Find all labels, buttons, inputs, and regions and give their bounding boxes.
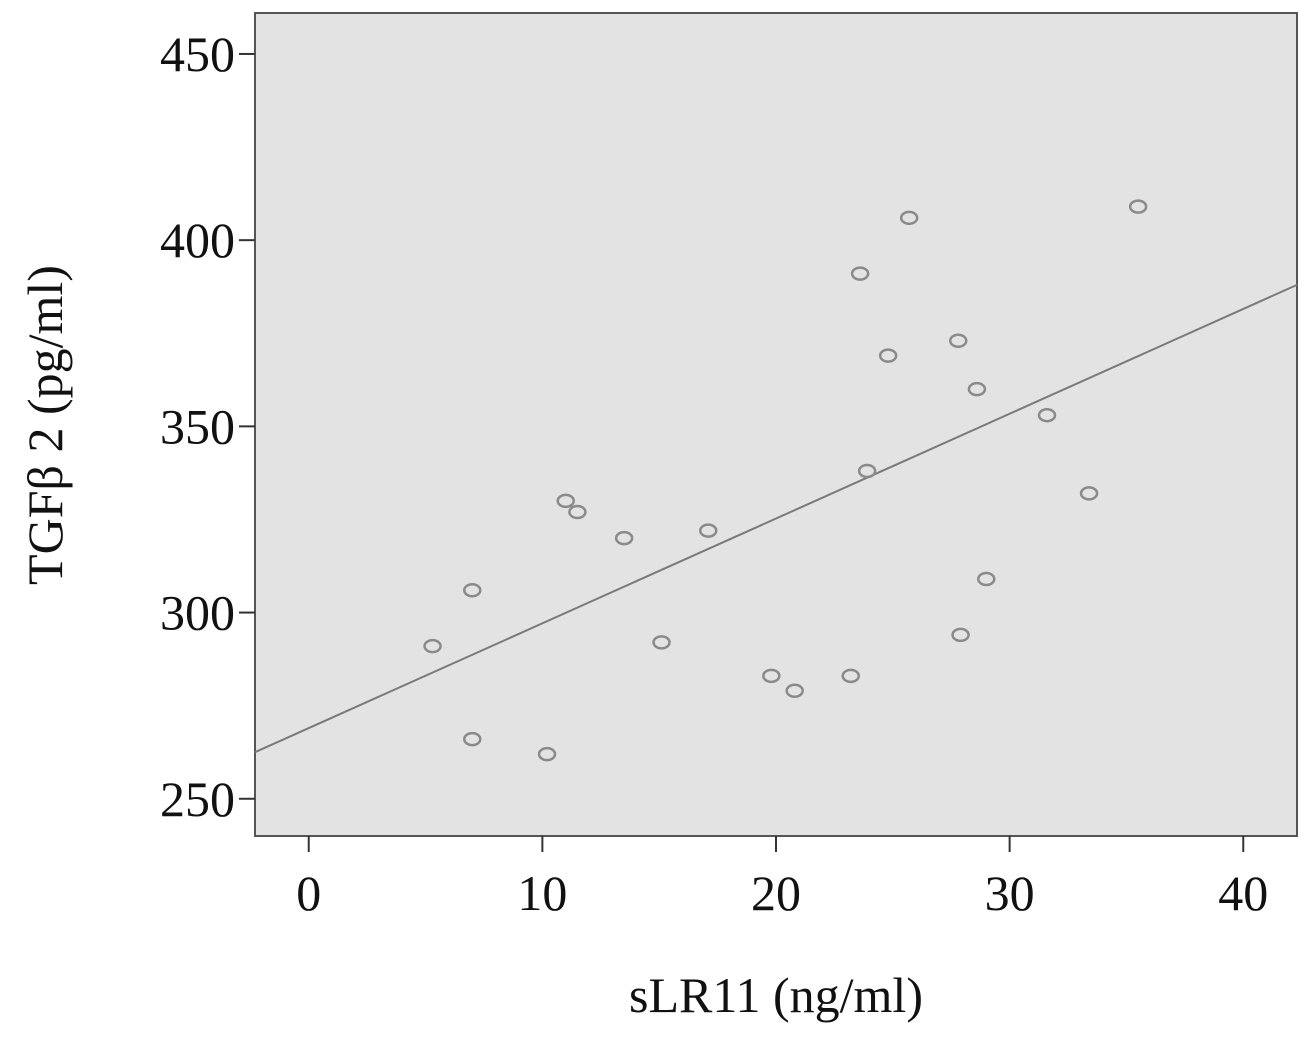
y-tick-label: 250	[160, 771, 235, 827]
data-point	[951, 627, 970, 643]
y-axis: 250 300 350 400 450	[160, 26, 255, 827]
data-point	[652, 635, 671, 650]
y-tick-label: 350	[160, 398, 235, 454]
data-point	[850, 266, 870, 281]
data-point	[463, 582, 482, 598]
x-tick-label: 0	[296, 865, 321, 921]
x-tick-label: 40	[1218, 865, 1268, 921]
x-tick-label: 30	[985, 865, 1035, 921]
x-axis: 0 10 20 30 40	[296, 836, 1268, 921]
regression-line	[254, 283, 1298, 754]
x-axis-label: sLR11 (ng/ml)	[629, 967, 923, 1023]
data-point	[1079, 486, 1099, 501]
data-point	[948, 333, 968, 348]
data-point	[537, 746, 557, 762]
data-point	[967, 381, 987, 397]
data-point	[556, 493, 575, 509]
y-tick-label: 400	[160, 212, 235, 268]
y-tick-label: 300	[160, 585, 235, 641]
plot-background	[254, 12, 1298, 837]
data-point	[785, 683, 804, 699]
data-point	[698, 523, 718, 538]
data-point	[878, 348, 898, 363]
data-point	[423, 638, 442, 654]
data-point	[857, 463, 877, 479]
x-tick-label: 10	[517, 865, 567, 921]
data-point	[614, 530, 634, 546]
data-point	[568, 504, 587, 520]
data-point	[841, 668, 861, 684]
data-point	[1037, 407, 1057, 423]
data-point	[1128, 199, 1148, 214]
y-tick-label: 450	[160, 26, 235, 82]
x-tick-label: 20	[751, 865, 801, 921]
y-axis-label: TGFβ 2 (pg/ml)	[17, 265, 73, 585]
data-point	[762, 668, 781, 684]
data-point	[463, 731, 482, 747]
data-point	[977, 571, 996, 587]
data-points	[423, 199, 1148, 762]
data-point	[899, 210, 919, 226]
